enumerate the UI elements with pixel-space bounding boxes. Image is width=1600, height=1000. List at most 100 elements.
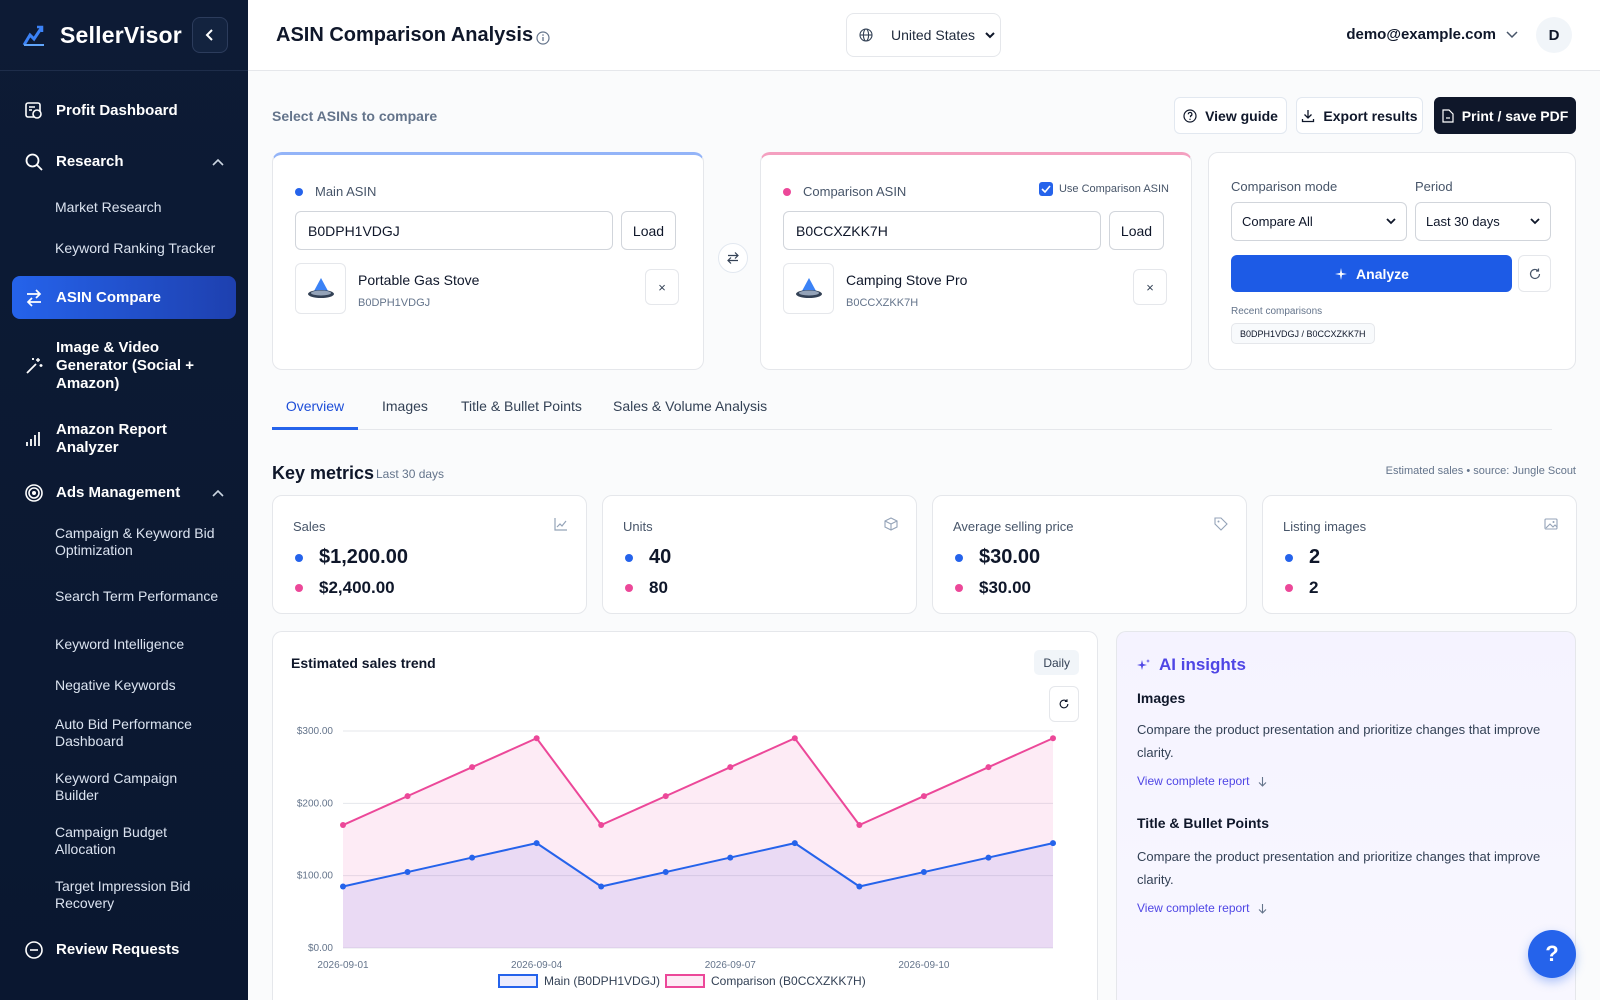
chevron-up-icon (212, 489, 224, 497)
legend-swatch (498, 974, 538, 988)
sidebar-item-label: Keyword Ranking Tracker (55, 240, 216, 256)
data-point (340, 883, 346, 890)
view-guide-button[interactable]: View guide (1174, 97, 1287, 134)
sidebar-item-market-research[interactable]: Market Research (0, 187, 248, 228)
chevron-up-icon (212, 158, 224, 166)
user-menu[interactable]: demo@example.com (1346, 26, 1518, 43)
sidebar-item-campaign-keyword-bid[interactable]: Campaign & Keyword Bid Optimization (0, 515, 248, 569)
tab-overview[interactable]: Overview (272, 388, 358, 430)
reset-button[interactable] (1518, 255, 1551, 292)
sidebar-item-negative-keywords[interactable]: Negative Keywords (0, 665, 248, 705)
help-circle-icon (1183, 108, 1197, 123)
remove-main-button[interactable]: × (645, 269, 679, 305)
y-tick-label: $100.00 (297, 871, 334, 882)
main-series-dot (295, 187, 303, 196)
sidebar-item-label: Campaign Budget Allocation (55, 824, 168, 857)
avatar[interactable]: D (1536, 17, 1572, 53)
main-content: ASIN Comparison Analysis United States d… (248, 0, 1600, 1000)
view-report-link[interactable]: View complete report (1137, 774, 1267, 788)
insight-text: Compare the product presentation and pri… (1137, 722, 1541, 760)
comparison-series-dot (1285, 584, 1293, 592)
sales-trend-card: Estimated sales trend Daily $0.00 $100.00… (272, 631, 1098, 1000)
sparkle-icon (1335, 267, 1348, 280)
sidebar-item-search-term-performance[interactable]: Search Term Performance (0, 569, 248, 623)
metric-label: Sales (293, 519, 326, 534)
tab-sales-volume[interactable]: Sales & Volume Analysis (613, 398, 768, 414)
data-point (404, 869, 411, 876)
use-comparison-checkbox[interactable] (1038, 182, 1053, 196)
granularity-badge[interactable]: Daily (1034, 650, 1079, 675)
sidebar-item-asin-compare[interactable]: ASIN Compare (12, 276, 236, 319)
tab-images[interactable]: Images (382, 398, 428, 414)
select-asins-label: Select ASINs to compare (272, 108, 438, 124)
comparison-load-button[interactable]: Load (1109, 211, 1164, 250)
sales-trend-chart[interactable]: $0.00 $100.00 $200.00 $300.00 2026-09-01 2026… (273, 632, 1099, 1000)
reset-zoom-button[interactable] (1049, 686, 1079, 722)
chart-title: Estimated sales trend (291, 655, 436, 671)
view-report-link[interactable]: View complete report (1137, 901, 1267, 915)
main-asin-card: Main ASIN B0DPH1VDGJ Load Portable Gas S… (272, 152, 704, 370)
legend-swatch (665, 974, 705, 988)
comparison-series-dot (955, 584, 963, 592)
export-results-button[interactable]: Export results (1296, 97, 1423, 134)
sidebar-item-amazon-report-analyzer[interactable]: Amazon Report Analyzer (0, 407, 248, 471)
sidebar-item-campaign-budget-allocation[interactable]: Campaign Budget Allocation (0, 814, 248, 868)
analyze-button[interactable]: Analyze (1231, 255, 1512, 292)
sidebar-item-label: Keyword Intelligence (55, 635, 185, 652)
metric-main-text: 2 (1309, 546, 1321, 568)
metric-main-value: 2 (1285, 546, 1320, 569)
metric-main-value: $30.00 (955, 546, 1040, 569)
remove-comparison-button[interactable]: × (1133, 269, 1167, 305)
tab-title-bullets[interactable]: Title & Bullet Points (461, 398, 582, 414)
comparison-mode-value: Compare All (1242, 214, 1313, 229)
data-point (791, 840, 798, 847)
sidebar-item-label: Market Research (55, 199, 162, 215)
y-tick-label: $200.00 (297, 798, 334, 809)
top-bar: ASIN Comparison Analysis United States d… (248, 0, 1600, 71)
metric-comparison-text: 80 (649, 578, 668, 597)
collapse-sidebar-button[interactable] (192, 17, 228, 53)
use-comparison-toggle[interactable]: Use Comparison ASIN (1038, 182, 1169, 196)
sidebar-item-label: ASIN Compare (56, 288, 162, 306)
metric-main-text: $1,200.00 (319, 546, 408, 568)
sidebar-item-auto-bid-dashboard[interactable]: Auto Bid Performance Dashboard (0, 705, 248, 760)
sidebar-item-keyword-intelligence[interactable]: Keyword Intelligence (0, 623, 248, 665)
sidebar-item-image-video-generator[interactable]: Image & Video Generator (Social + Amazon… (0, 324, 248, 407)
sidebar-item-keyword-ranking-tracker[interactable]: Keyword Ranking Tracker (0, 228, 248, 269)
sidebar-item-target-impression-bid[interactable]: Target Impression Bid Recovery (0, 868, 248, 922)
sidebar-item-ads-management[interactable]: Ads Management (0, 471, 248, 515)
chat-bubble-icon (24, 940, 44, 960)
recent-comparison-chip[interactable]: B0DPH1VDGJ / B0CCXZKK7H (1231, 323, 1375, 344)
info-icon[interactable] (536, 31, 550, 45)
metric-main-text: 40 (649, 546, 672, 568)
data-point (985, 764, 992, 771)
main-load-button[interactable]: Load (621, 211, 676, 250)
comparison-mode-select[interactable]: Compare All (1231, 202, 1407, 241)
sparkle-icon (1137, 659, 1150, 670)
print-pdf-button[interactable]: Print / save PDF (1434, 97, 1576, 134)
swap-asins-button[interactable] (718, 243, 748, 273)
export-label: Export results (1323, 107, 1418, 124)
sidebar-item-label: Search Term Performance (55, 587, 219, 604)
analysis-tabs: Overview Images Title & Bullet Points Sa… (272, 388, 1552, 430)
y-tick-label: $0.00 (308, 943, 333, 954)
sidebar-item-profit-dashboard[interactable]: Profit Dashboard (0, 85, 248, 137)
country-selector[interactable]: United States (846, 13, 1001, 57)
comparison-asin-input[interactable]: B0CCXZKK7H (783, 211, 1101, 250)
main-product-name: Portable Gas Stove (358, 272, 480, 288)
insight-text: Compare the product presentation and pri… (1137, 849, 1541, 887)
data-point (662, 793, 669, 800)
sidebar: SellerVisor Profit Dashboard Research Ma… (0, 0, 248, 1000)
sidebar-item-review-requests[interactable]: Review Requests (0, 922, 248, 978)
sidebar-item-research[interactable]: Research (0, 137, 248, 187)
arrow-down-icon (1258, 776, 1266, 787)
x-tick-label: 2026-09-04 (511, 960, 563, 971)
period-select[interactable]: Last 30 days (1415, 202, 1551, 241)
help-button[interactable]: ? (1528, 930, 1576, 978)
image-icon (1544, 518, 1558, 530)
analyze-label: Analyze (1356, 265, 1409, 282)
sidebar-item-keyword-campaign-builder[interactable]: Keyword Campaign Builder (0, 760, 248, 814)
main-asin-input[interactable]: B0DPH1VDGJ (295, 211, 613, 250)
metric-card-sales: Sales $1,200.00 $2,400.00 (272, 495, 587, 614)
